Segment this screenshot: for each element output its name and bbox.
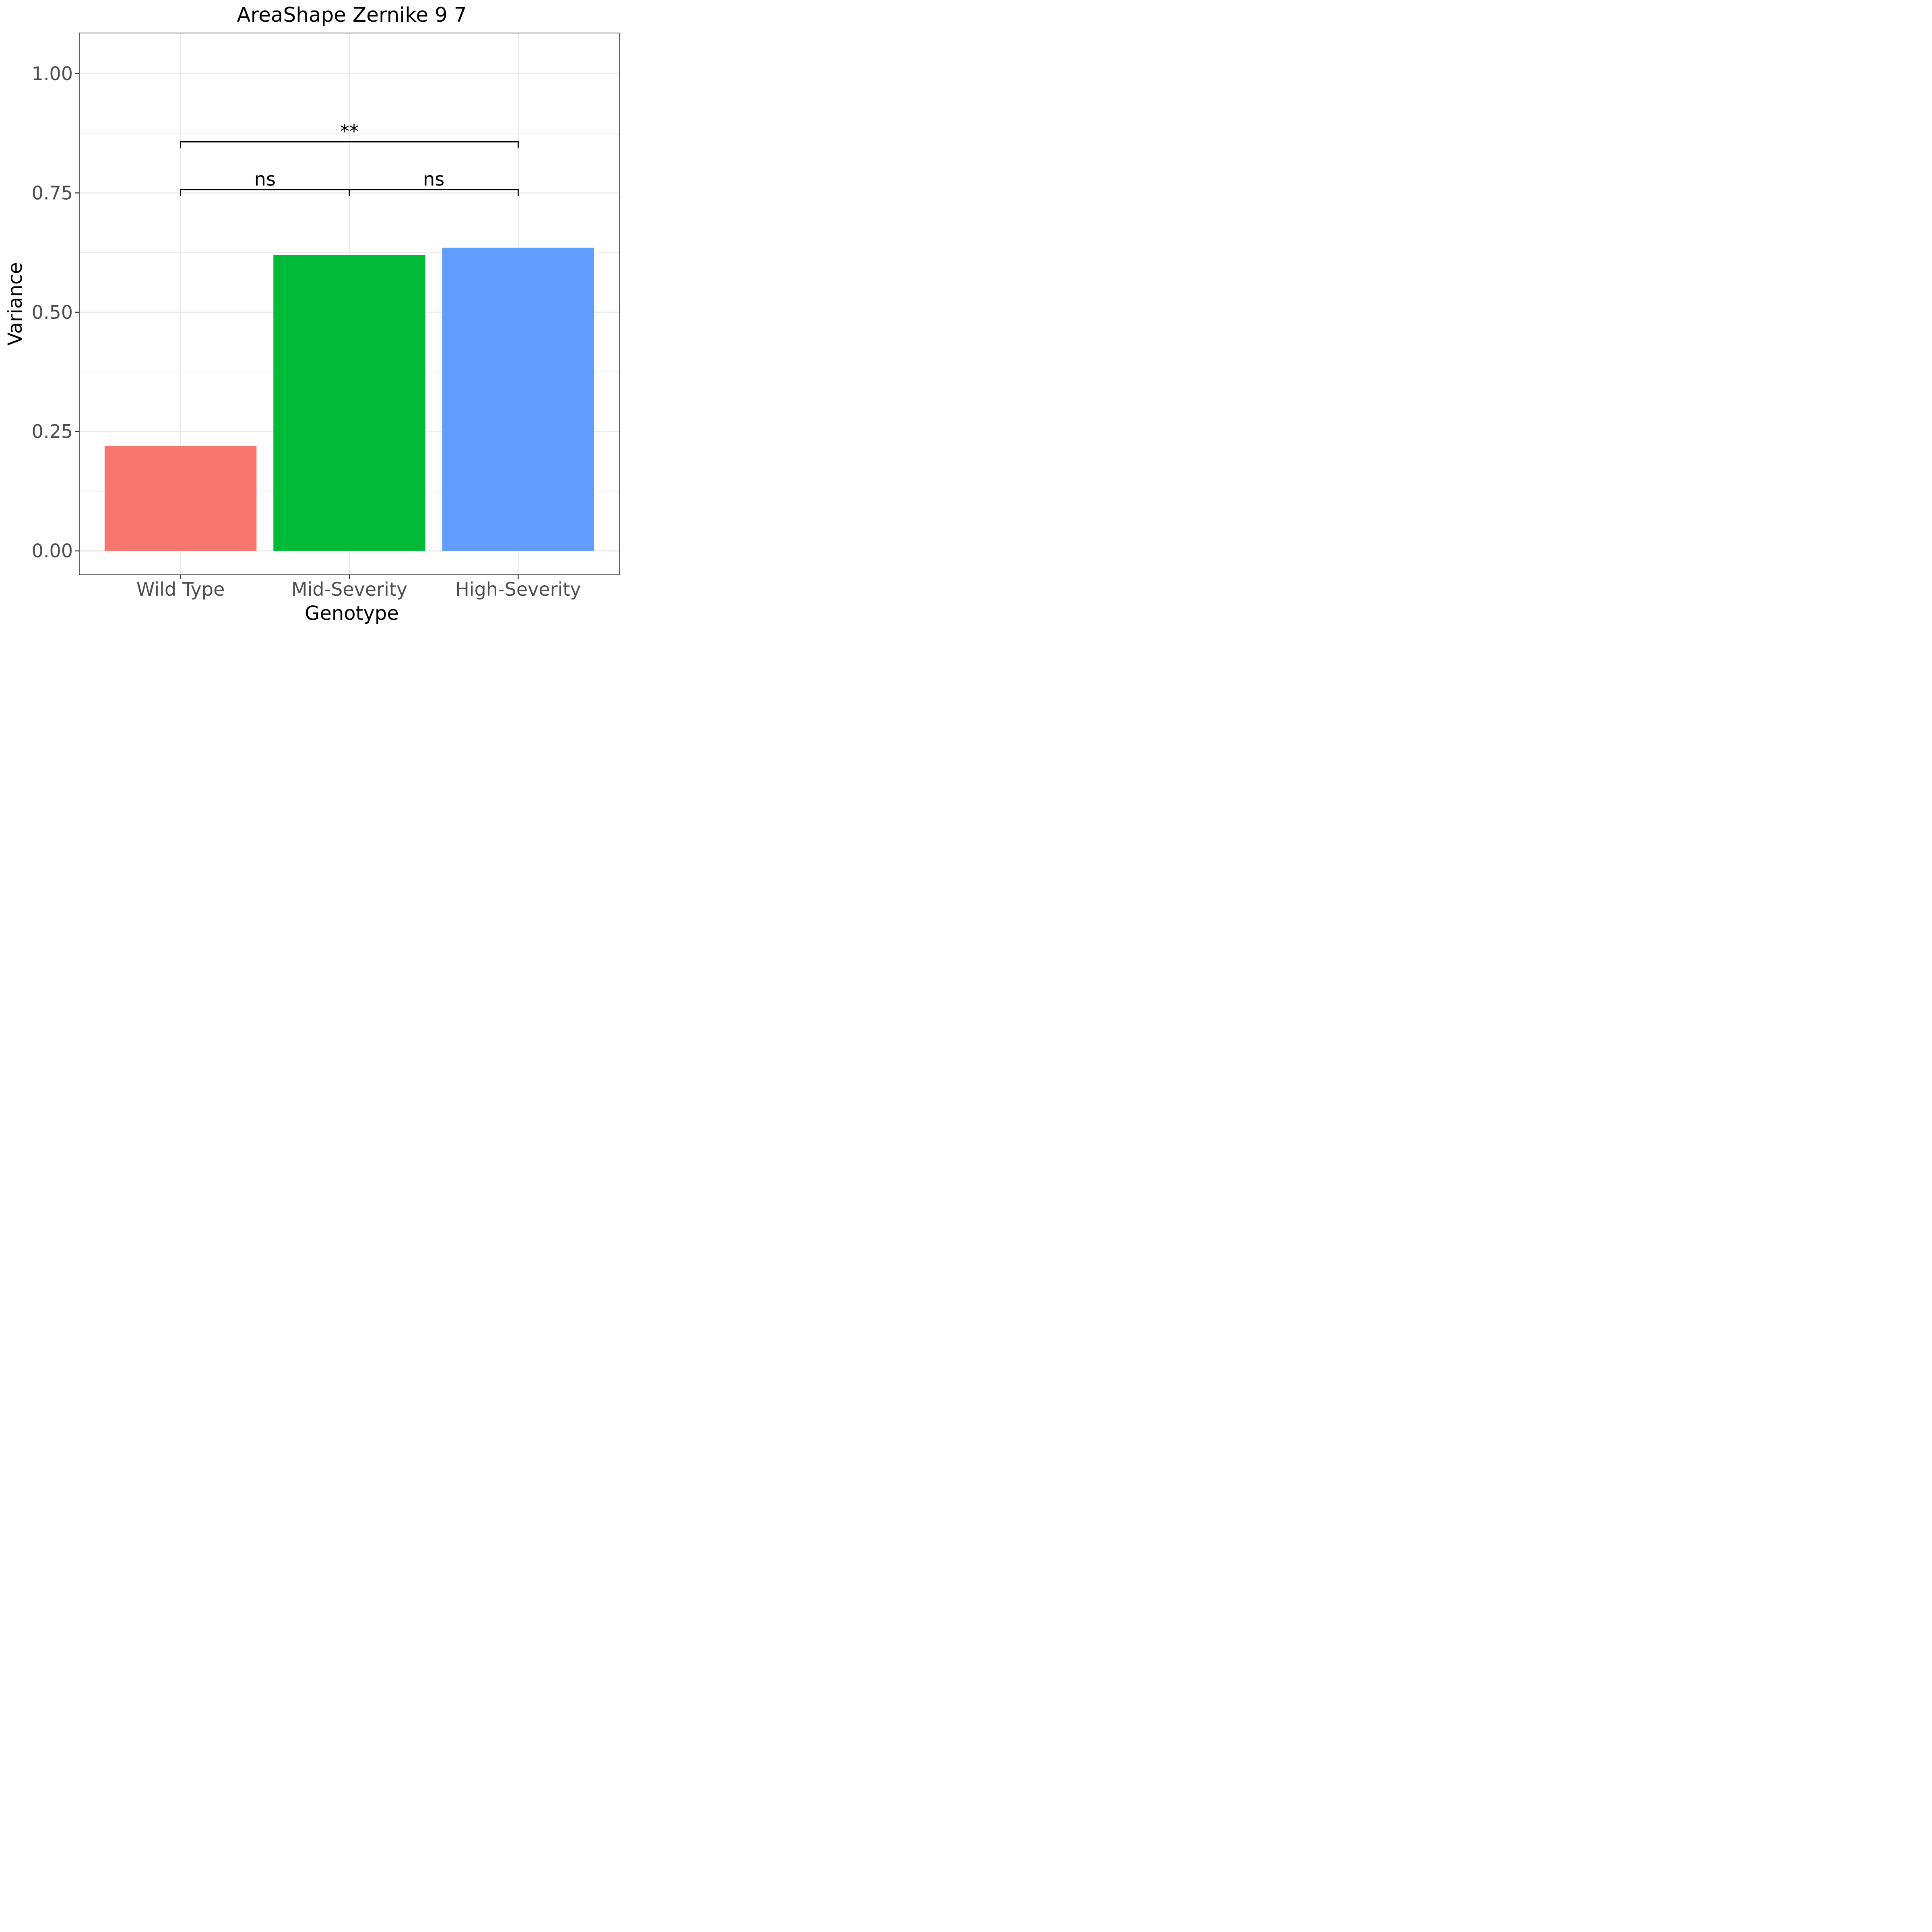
significance-brackets: ns ns ** <box>180 120 519 196</box>
y-tick-label: 0.00 <box>32 540 73 562</box>
y-tick-label: 1.00 <box>32 63 73 85</box>
y-tick-label: 0.75 <box>32 182 73 204</box>
significance-bracket <box>349 189 519 196</box>
bar-mid-severity <box>273 255 425 551</box>
significance-bracket <box>180 141 519 149</box>
chart-title: AreaShape Zernike 9 7 <box>237 3 466 27</box>
y-tick-label: 0.50 <box>32 301 73 323</box>
x-tick-label: Wild Type <box>136 578 225 600</box>
bars <box>104 248 594 551</box>
y-axis-title: Variance <box>4 262 27 345</box>
significance-label: ** <box>340 120 359 142</box>
y-tick-label: 0.25 <box>32 421 73 442</box>
x-tick-label: Mid-Severity <box>291 578 407 600</box>
bar-wild-type <box>104 446 257 551</box>
bar-chart: ns ns ** 0.00 0.25 0.50 0.75 1.00 Wild Type Mid… <box>0 0 631 631</box>
y-axis: 0.00 0.25 0.50 0.75 1.00 <box>32 63 79 562</box>
x-axis: Wild Type Mid-Severity High-Severity <box>136 575 581 600</box>
significance-label: ns <box>254 168 276 190</box>
bar-high-severity <box>442 248 594 551</box>
x-axis-title: Genotype <box>305 602 399 625</box>
significance-label: ns <box>423 168 444 190</box>
x-tick-label: High-Severity <box>455 578 581 600</box>
